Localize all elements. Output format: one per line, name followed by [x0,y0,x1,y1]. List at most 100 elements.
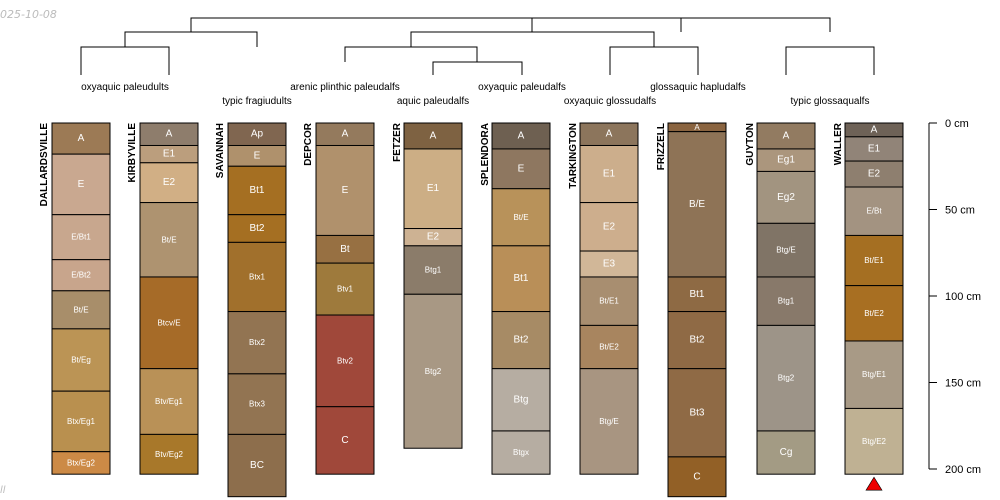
horizon-label: Btg/E [599,417,619,426]
profile-tarkington: A E1 E2 E3 Bt/E1 Bt/E2 Btg/E TARKINGTON [568,122,639,475]
horizon-label: Btg [513,394,528,405]
horizon-waller-e2 [844,160,904,188]
horizon-fetzer-btg1 [403,245,463,295]
horizon-tarkington-e1 [579,144,639,204]
profile-name-kirbyville: KIRBYVILLE [127,123,138,183]
taxonomy-label-typic-glossaqualfs: typic glossaqualfs [791,96,870,107]
horizon-waller-btg-e1 [844,340,904,409]
dendrogram-link [190,17,682,32]
depth-tick-label: 200 cm [945,464,981,476]
horizon-label: Bt1 [513,273,528,284]
profile-waller: A E1 E2 E/Bt Bt/E1 Bt/E2 Btg/E1 Btg/E2 WALLER [833,122,904,491]
horizon-label: E1 [427,183,440,194]
horizon-label: Bt/E [161,235,176,244]
horizon-kirbyville-e2 [139,162,199,204]
horizon-splendora-btg [491,368,551,432]
horizon-kirbyville-btcv-e [139,276,199,370]
horizon-label: E2 [868,169,881,180]
dendrogram-link [609,46,699,75]
horizon-tarkington-bt-e1 [579,276,639,326]
horizon-label: A [606,129,613,140]
profile-name-guyton: GUYTON [745,123,756,166]
horizon-label: Eg2 [777,192,795,203]
horizon-tarkington-btg-e [579,368,639,475]
horizon-frizzell-bt3 [667,368,727,458]
horizon-label: A [430,130,437,141]
horizon-savannah-bc [227,433,287,498]
date-watermark: 025-10-08 [0,8,57,21]
horizon-fetzer-btg2 [403,293,463,449]
taxonomy-label-typic-fragiudults: typic fragiudults [222,96,291,107]
horizon-guyton-btg2 [756,324,816,432]
dendrogram-link [344,46,478,62]
horizon-label: C [693,471,700,482]
horizon-tarkington-e3 [579,250,639,278]
horizon-label: Bt [340,244,350,255]
horizon-label: Btg1 [778,297,795,306]
horizon-dallardsville-e [51,153,111,216]
profile-guyton: A Eg1 Eg2 Btg/E Btg1 Btg2 Cg GUYTON [745,122,816,475]
profile-name-tarkington: TARKINGTON [568,123,579,189]
horizon-label: A [78,133,85,144]
horizon-splendora-bt2 [491,311,551,370]
horizon-label: Bt2 [249,223,264,234]
horizon-label: E1 [163,149,176,160]
dendrogram-link [785,46,875,75]
horizon-label: Bt/E [73,305,88,314]
horizon-label: Bt/E1 [599,297,619,306]
horizon-label: Btx2 [249,338,266,347]
horizon-label: E [518,163,525,174]
horizon-label: Btg/E1 [862,370,887,379]
horizon-dallardsville-btx-eg1 [51,390,111,453]
horizon-kirbyville-bt-e [139,202,199,278]
horizon-savannah-btx2 [227,311,287,375]
horizon-label: Btgx [513,448,529,457]
horizon-label: Btx/Eg1 [67,417,96,426]
depth-tick-label: 0 cm [945,118,969,130]
dendrogram [80,17,875,75]
profile-splendora: A E Bt/E Bt1 Bt2 Btg Btgx SPLENDORA [480,122,551,475]
horizon-tarkington-e2 [579,202,639,252]
horizon-savannah-btx3 [227,373,287,435]
horizon-label: Ap [251,129,264,140]
horizon-label: Btx/Eg2 [67,458,96,467]
taxonomy-label-aquic-paleudalfs: aquic paleudalfs [397,96,469,107]
horizon-label: Cg [780,447,793,458]
horizon-frizzell-c [667,456,727,498]
horizon-dallardsville-btx-eg2 [51,451,111,475]
profile-depcor: A E Bt Btv1 Btv2 C DEPCOR [303,122,375,475]
horizon-guyton-cg [756,430,816,475]
horizon-label: Bt/E2 [599,343,619,352]
horizon-kirbyville-btv-eg2 [139,433,199,475]
horizon-label: E1 [603,169,616,180]
horizon-depcor-btv2 [315,314,375,408]
depth-tick-label: 50 cm [945,205,975,217]
horizon-savannah-bt2 [227,214,287,243]
horizon-label: BC [250,460,264,471]
horizon-label: A [342,129,349,140]
horizon-label: E [342,185,349,196]
horizon-label: Btv2 [337,356,354,365]
horizon-dallardsville-a [51,122,111,155]
dendrogram-link [410,31,655,47]
profile-name-frizzell: FRIZZELL [656,123,667,170]
profile-dallardsville: A E E/Bt1 E/Bt2 Bt/E Bt/Eg Btx/Eg1 Btx/Eg2 DALLA… [39,122,111,475]
horizon-label: Btx1 [249,272,266,281]
depth-tick-label: 150 cm [945,378,981,390]
depth-axis: 0 cm 50 cm 100 cm 150 cm 200 cm [928,118,981,476]
horizon-label: A [166,129,173,140]
horizon-label: E [254,150,261,161]
horizon-label: E2 [603,221,616,232]
taxonomy-label-arenic-plinthic-paleudalfs: arenic plinthic paleudalfs [290,82,400,93]
taxonomy-label-glossaquic-hapludalfs: glossaquic hapludalfs [650,82,746,93]
horizon-savannah-btx1 [227,241,287,313]
horizon-label: A [518,130,525,141]
dendrogram-link [80,46,170,75]
horizon-label: Bt2 [513,335,528,346]
horizon-savannah-bt1 [227,165,287,216]
taxonomy-label-oxyaquic-paleudults: oxyaquic paleudults [81,82,169,93]
horizon-label: E/Bt2 [71,271,91,280]
horizon-label: E2 [427,232,440,243]
horizon-label: Btg2 [425,367,442,376]
